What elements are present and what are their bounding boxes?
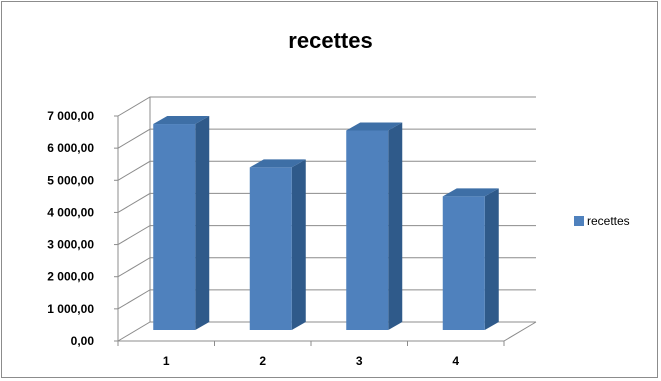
y-tick-label: 7 000,00: [47, 109, 94, 123]
bar: [153, 116, 210, 331]
y-tick-label: 4 000,00: [47, 205, 94, 219]
bar: [249, 159, 306, 330]
legend-label: recettes: [587, 214, 630, 228]
bar-top: [346, 122, 403, 131]
bar-side: [388, 122, 403, 330]
x-tick-label: 3: [356, 354, 363, 368]
x-tick-label: 2: [259, 354, 266, 368]
y-tick-label: 2 000,00: [47, 270, 94, 284]
y-tick-label: 5 000,00: [47, 173, 94, 187]
bar: [442, 188, 499, 330]
bar-top: [249, 159, 306, 168]
y-tick-label: 0,00: [71, 334, 95, 348]
bar-top: [442, 188, 499, 197]
bar-top: [153, 116, 210, 125]
bar-side: [291, 159, 306, 330]
bar: [346, 122, 403, 330]
bar-front: [346, 130, 389, 330]
legend-swatch: [574, 216, 584, 226]
x-tick-label: 4: [452, 354, 459, 368]
x-tick-label: 1: [163, 354, 170, 368]
bar-front: [249, 167, 292, 330]
bar-side: [484, 188, 499, 330]
bar-front: [153, 124, 196, 331]
gridline: [117, 96, 536, 117]
y-tick-label: 6 000,00: [47, 141, 94, 155]
chart-title: recettes: [288, 28, 373, 53]
y-tick-label: 3 000,00: [47, 238, 94, 252]
bar-side: [195, 116, 210, 331]
y-tick-label: 1 000,00: [47, 302, 94, 316]
bar-front: [442, 196, 485, 330]
